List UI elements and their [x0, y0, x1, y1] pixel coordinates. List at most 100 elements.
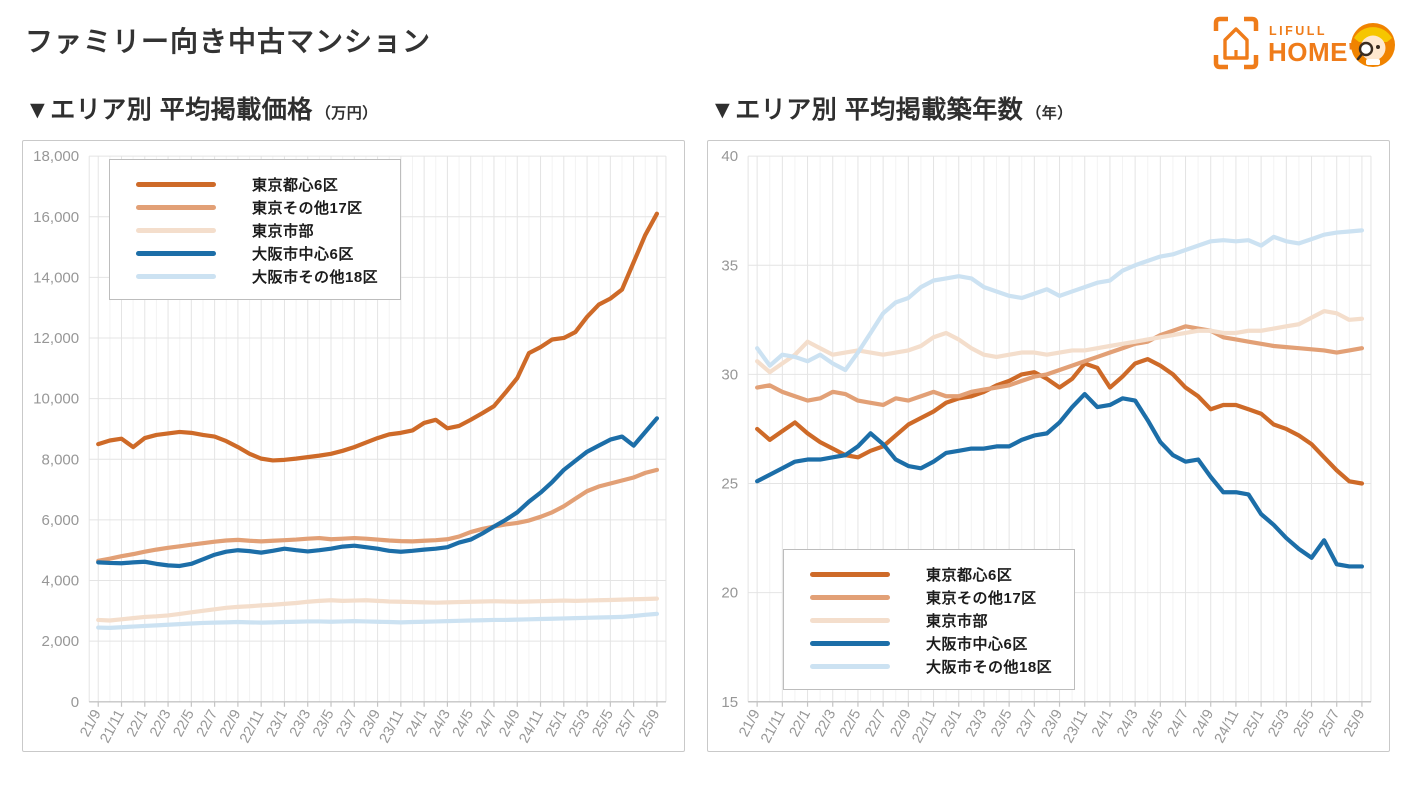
legend-label: 東京市部 — [252, 223, 315, 240]
x-axis-tick-label: 23/7 — [333, 707, 360, 739]
x-axis-tick-label: 24/11 — [1212, 707, 1243, 746]
x-axis-tick-label: 25/3 — [566, 707, 593, 739]
x-axis-tick-label: 23/11 — [377, 707, 408, 746]
y-axis-tick-label: 6,000 — [42, 512, 80, 529]
x-axis-tick-label: 23/1 — [264, 707, 291, 739]
y-axis-tick-label: 25 — [721, 476, 738, 493]
series-line-2 — [96, 596, 660, 623]
x-axis-tick-label: 25/1 — [543, 707, 570, 739]
x-axis-tick-label: 22/7 — [862, 707, 889, 739]
y-axis-tick-label: 15 — [721, 694, 738, 711]
x-axis-tick-label: 23/3 — [287, 707, 314, 739]
legend-item: 東京市部 — [136, 222, 380, 240]
price-chart-legend: 東京都心6区東京その他17区 東京市部大阪市中心6区大阪市その他18区 — [109, 159, 401, 300]
legend-item: 東京その他17区 — [136, 199, 380, 217]
price-chart-title: ▼エリア別 平均掲載価格 — [25, 96, 313, 124]
y-axis-tick-label: 16,000 — [33, 209, 79, 226]
age-chart-title: ▼エリア別 平均掲載築年数 — [710, 96, 1024, 124]
x-axis-tick-label: 25/9 — [636, 707, 663, 739]
series-line-1 — [96, 467, 660, 563]
series-line-1 — [755, 324, 1365, 408]
y-axis-tick-label: 14,000 — [33, 269, 79, 286]
y-axis-tick-label: 35 — [721, 257, 738, 274]
legend-item: 大阪市その他18区 — [136, 268, 380, 286]
lifull-homes-logo: LIFULL HOME'S — [1213, 14, 1395, 76]
y-axis-tick-label: 2,000 — [42, 633, 80, 650]
legend-swatch — [810, 618, 890, 623]
x-axis-tick-label: 24/3 — [1114, 707, 1141, 739]
y-axis-tick-label: 30 — [721, 366, 738, 383]
legend-swatch — [810, 641, 890, 646]
legend-swatch — [136, 182, 216, 187]
legend-swatch — [136, 205, 216, 210]
legend-item: 大阪市中心6区 — [136, 245, 380, 263]
homes-kun-mascot-icon — [1351, 23, 1395, 67]
logo-brand-top: LIFULL — [1269, 24, 1327, 38]
legend-label: 東京都心6区 — [926, 567, 1013, 584]
price-chart-unit: （万円） — [315, 105, 378, 122]
legend-label: 東京その他17区 — [252, 200, 363, 217]
x-axis-tick-label: 24/7 — [473, 707, 500, 739]
legend-swatch — [136, 251, 216, 256]
series-line-0 — [96, 211, 660, 463]
house-in-brackets-icon — [1213, 16, 1259, 70]
age-chart-panel: 15 20 25 30 35 40 21/9 21/11 22/1 22/3 22/5 22/7 22/… — [707, 140, 1390, 752]
x-axis-tick-label: 24/5 — [450, 707, 477, 739]
legend-label: 大阪市中心6区 — [926, 636, 1028, 653]
legend-item: 東京都心6区 — [136, 176, 380, 194]
x-axis-tick-label: 25/7 — [1316, 707, 1343, 739]
x-axis-tick-label: 23/1 — [938, 707, 965, 739]
age-chart-heading: ▼エリア別 平均掲載築年数 （年） — [710, 90, 1073, 126]
x-axis-tick-label: 25/5 — [1291, 707, 1318, 739]
x-axis-tick-label: 21/11 — [97, 707, 128, 746]
x-axis-tick-label: 23/11 — [1061, 707, 1092, 746]
x-axis-tick-label: 22/5 — [170, 707, 197, 739]
legend-item: 東京市部 — [810, 612, 1054, 630]
x-axis-tick-label: 25/5 — [589, 707, 616, 739]
series-line-4 — [96, 611, 660, 630]
lifull-homes-logo-svg: LIFULL HOME'S — [1213, 16, 1395, 70]
y-axis-tick-label: 18,000 — [33, 148, 79, 165]
y-axis-tick-label: 10,000 — [33, 391, 79, 408]
y-axis-tick-label: 0 — [71, 694, 79, 711]
x-axis-tick-label: 24/5 — [1139, 707, 1166, 739]
series-line-0 — [755, 357, 1365, 486]
legend-label: 東京都心6区 — [252, 177, 339, 194]
x-axis-tick-label: 25/7 — [613, 707, 640, 739]
y-axis-tick-label: 4,000 — [42, 573, 80, 590]
x-axis-tick-label: 22/1 — [124, 707, 151, 739]
price-chart-panel: 0 2,000 4,000 6,000 8,000 10,000 12,000 14,000 1… — [22, 140, 685, 752]
age-chart-legend: 東京都心6区 東京その他17区 東京市部 大阪市中心6区 大阪市その他18区 — [783, 549, 1075, 690]
series-line-3 — [96, 416, 660, 569]
x-axis-tick-label: 21/11 — [758, 707, 789, 746]
legend-swatch — [810, 664, 890, 669]
x-axis-tick-label: 22/11 — [909, 707, 940, 746]
x-axis-tick-label: 24/7 — [1165, 707, 1192, 739]
legend-item: 大阪市中心6区 — [810, 635, 1054, 653]
y-axis-tick-label: 20 — [721, 585, 738, 602]
x-axis-tick-label: 23/3 — [963, 707, 990, 739]
x-axis-tick-label: 25/3 — [1265, 707, 1292, 739]
x-axis-tick-label: 24/11 — [516, 707, 547, 746]
x-axis-tick-label: 22/5 — [837, 707, 864, 739]
page-title: ファミリー向き中古マンション — [25, 26, 432, 57]
legend-item: 東京その他17区 — [810, 589, 1054, 607]
x-axis-tick-label: 24/3 — [427, 707, 454, 739]
legend-label: 東京その他17区 — [926, 590, 1037, 607]
age-chart-unit: （年） — [1026, 105, 1073, 122]
x-axis-tick-label: 22/3 — [812, 707, 839, 739]
series-line-3 — [755, 391, 1365, 569]
legend-swatch — [136, 228, 216, 233]
price-chart-heading: ▼エリア別 平均掲載価格 （万円） — [25, 90, 378, 126]
y-axis-tick-label: 40 — [721, 148, 738, 165]
y-axis-tick-label: 12,000 — [33, 330, 79, 347]
x-axis-tick-label: 25/1 — [1240, 707, 1267, 739]
x-axis-tick-label: 22/11 — [237, 707, 268, 746]
x-axis-tick-label: 22/3 — [147, 707, 174, 739]
legend-label: 大阪市中心6区 — [252, 246, 354, 263]
legend-swatch — [136, 274, 216, 279]
x-axis-tick-label: 22/1 — [787, 707, 814, 739]
legend-label: 大阪市その他18区 — [252, 269, 379, 286]
legend-swatch — [810, 595, 890, 600]
x-axis-tick-label: 23/5 — [310, 707, 337, 739]
